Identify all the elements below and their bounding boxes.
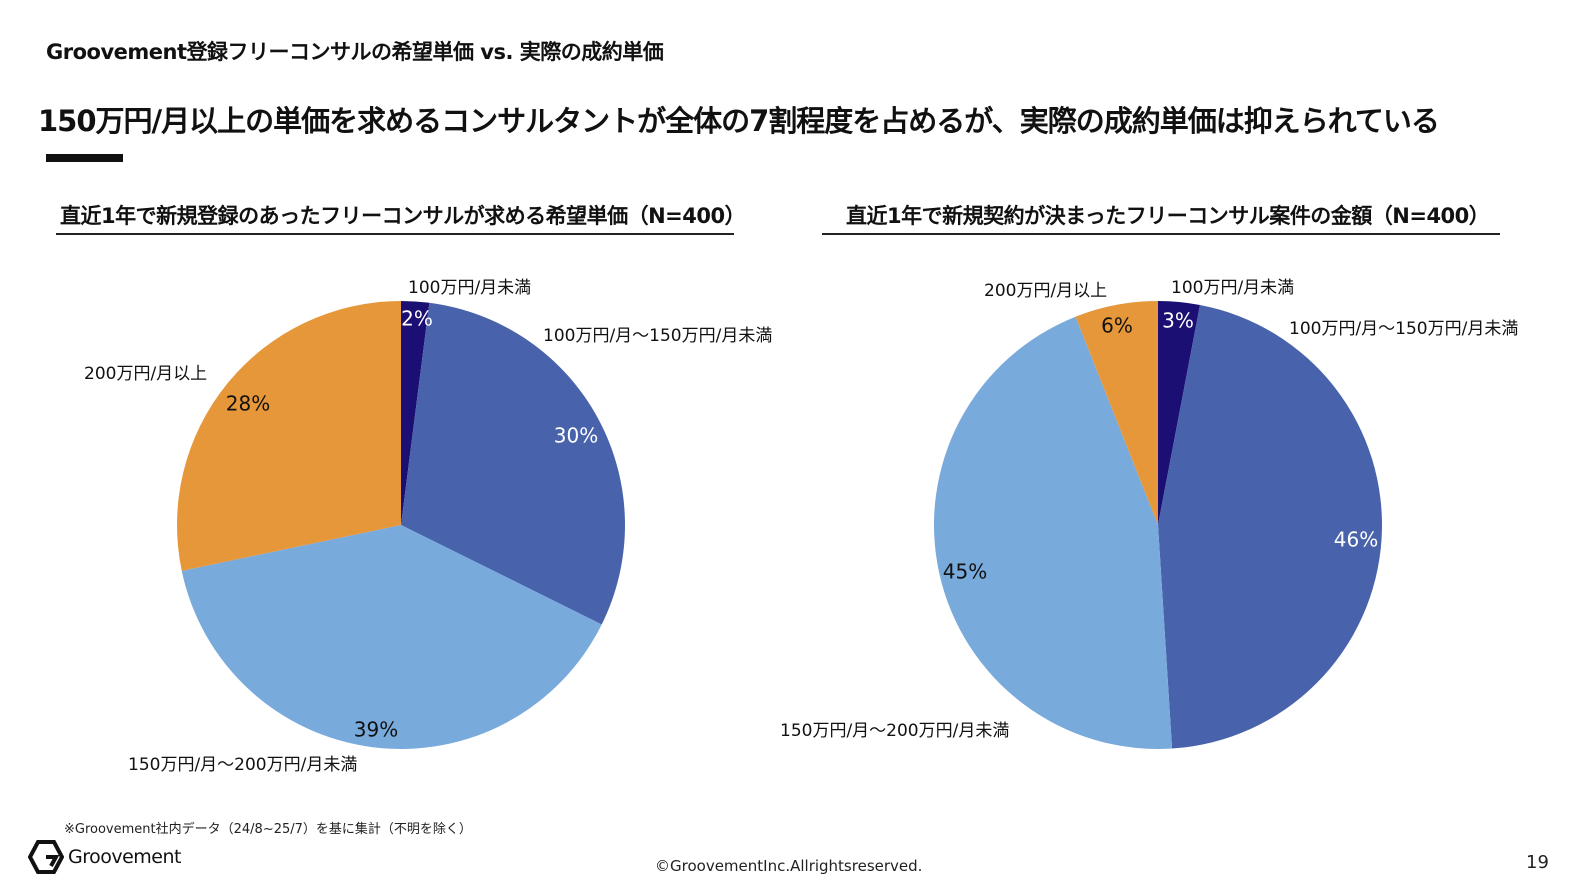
pie-value-label-100-150: 46%: [1334, 528, 1378, 552]
pie-value-label-150-200: 45%: [943, 560, 987, 584]
pie-category-label-under-100: 100万円/月未満: [1171, 278, 1294, 298]
copyright: ©GroovementInc.Allrightsreserved.: [655, 857, 922, 875]
pie-category-label-100-150: 100万円/月～150万円/月未満: [1289, 319, 1518, 339]
right-pie-chart: 3% 46% 45% 6% 100万円/月未満 100万円/月～150万円/月未満 150万…: [0, 0, 1595, 800]
pie-value-label-over-200: 6%: [1101, 314, 1133, 338]
footnote: ※Groovement社内データ（24/8~25/7）を基に集計（不明を除く）: [64, 818, 472, 837]
groovement-logo: Groovement: [28, 840, 198, 874]
logo-text: Groovement: [68, 846, 181, 868]
pie-category-label-over-200: 200万円/月以上: [984, 281, 1107, 301]
groovement-logo-icon: [28, 840, 64, 874]
pie-category-label-150-200: 150万円/月～200万円/月未満: [780, 721, 1009, 741]
pie-value-label-under-100: 3%: [1162, 309, 1194, 333]
page-number: 19: [1526, 852, 1549, 873]
